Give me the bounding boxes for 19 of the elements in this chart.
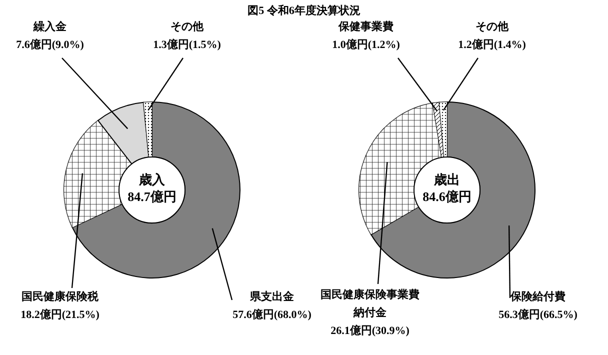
slice-label: その他: [170, 20, 204, 33]
data-label: 56.3億円(66.5%): [498, 308, 578, 321]
text: 歳入: [138, 172, 166, 187]
slice-label: 保険給付費: [510, 290, 566, 303]
slice-label: 国民健康保険税: [22, 290, 100, 303]
data-label: 1.2億円(1.4%): [458, 38, 526, 51]
data-label: 26.1億円(30.9%): [330, 324, 410, 337]
slice-label: 県支出金: [249, 290, 295, 303]
slice-label: 国民健康保険事業費納付金: [320, 288, 420, 319]
slice-label: 保健事業費: [338, 20, 394, 33]
data-label: 57.6億円(68.0%): [232, 308, 312, 321]
chart-title: 図5 令和6年度決算状況: [248, 4, 360, 17]
data-label: 7.6億円(9.0%): [16, 38, 84, 51]
data-label: 1.0億円(1.2%): [332, 38, 400, 51]
text: 84.7億円: [128, 189, 176, 204]
data-label: 18.2億円(21.5%): [20, 308, 100, 321]
data-label: 1.3億円(1.5%): [153, 38, 222, 51]
slice-label: 繰入金: [32, 20, 68, 33]
slice-label: その他: [476, 20, 510, 33]
